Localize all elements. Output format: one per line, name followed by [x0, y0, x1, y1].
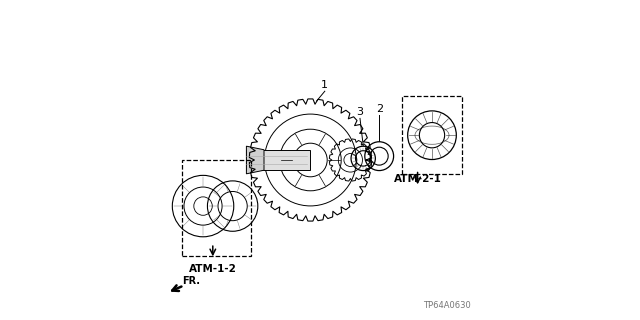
Text: ATM-2-1: ATM-2-1 — [394, 174, 442, 184]
Polygon shape — [246, 146, 264, 174]
Bar — [246, 150, 310, 170]
Text: 2: 2 — [376, 104, 383, 114]
Text: TP64A0630: TP64A0630 — [422, 301, 470, 310]
Text: 1: 1 — [321, 80, 328, 90]
Bar — [182, 160, 252, 256]
Text: 3: 3 — [356, 107, 364, 117]
Text: FR.: FR. — [182, 276, 200, 286]
Bar — [402, 96, 463, 174]
Text: ATM-1-2: ATM-1-2 — [189, 264, 237, 274]
